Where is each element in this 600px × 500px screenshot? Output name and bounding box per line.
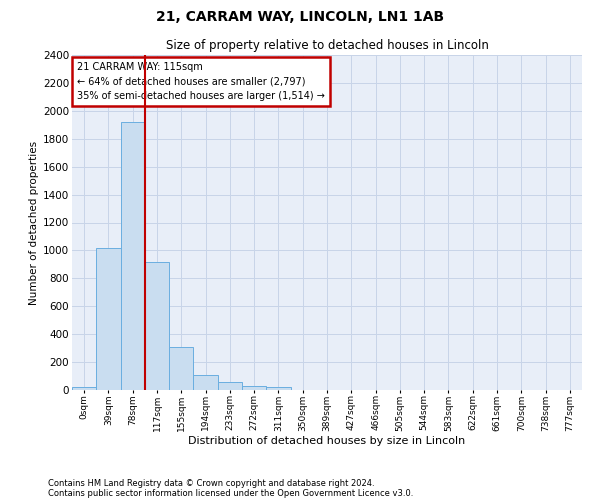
- Text: Contains HM Land Registry data © Crown copyright and database right 2024.: Contains HM Land Registry data © Crown c…: [48, 478, 374, 488]
- Bar: [96, 248, 121, 390]
- Bar: [72, 387, 96, 390]
- Bar: [193, 374, 218, 390]
- Y-axis label: Number of detached properties: Number of detached properties: [29, 140, 39, 304]
- Text: 21 CARRAM WAY: 115sqm
← 64% of detached houses are smaller (2,797)
35% of semi-d: 21 CARRAM WAY: 115sqm ← 64% of detached …: [77, 62, 325, 102]
- Bar: [121, 122, 145, 390]
- X-axis label: Distribution of detached houses by size in Lincoln: Distribution of detached houses by size …: [188, 436, 466, 446]
- Text: 21, CARRAM WAY, LINCOLN, LN1 1AB: 21, CARRAM WAY, LINCOLN, LN1 1AB: [156, 10, 444, 24]
- Bar: [242, 386, 266, 390]
- Title: Size of property relative to detached houses in Lincoln: Size of property relative to detached ho…: [166, 40, 488, 52]
- Bar: [145, 262, 169, 390]
- Text: Contains public sector information licensed under the Open Government Licence v3: Contains public sector information licen…: [48, 488, 413, 498]
- Bar: [169, 346, 193, 390]
- Bar: [266, 387, 290, 390]
- Bar: [218, 382, 242, 390]
